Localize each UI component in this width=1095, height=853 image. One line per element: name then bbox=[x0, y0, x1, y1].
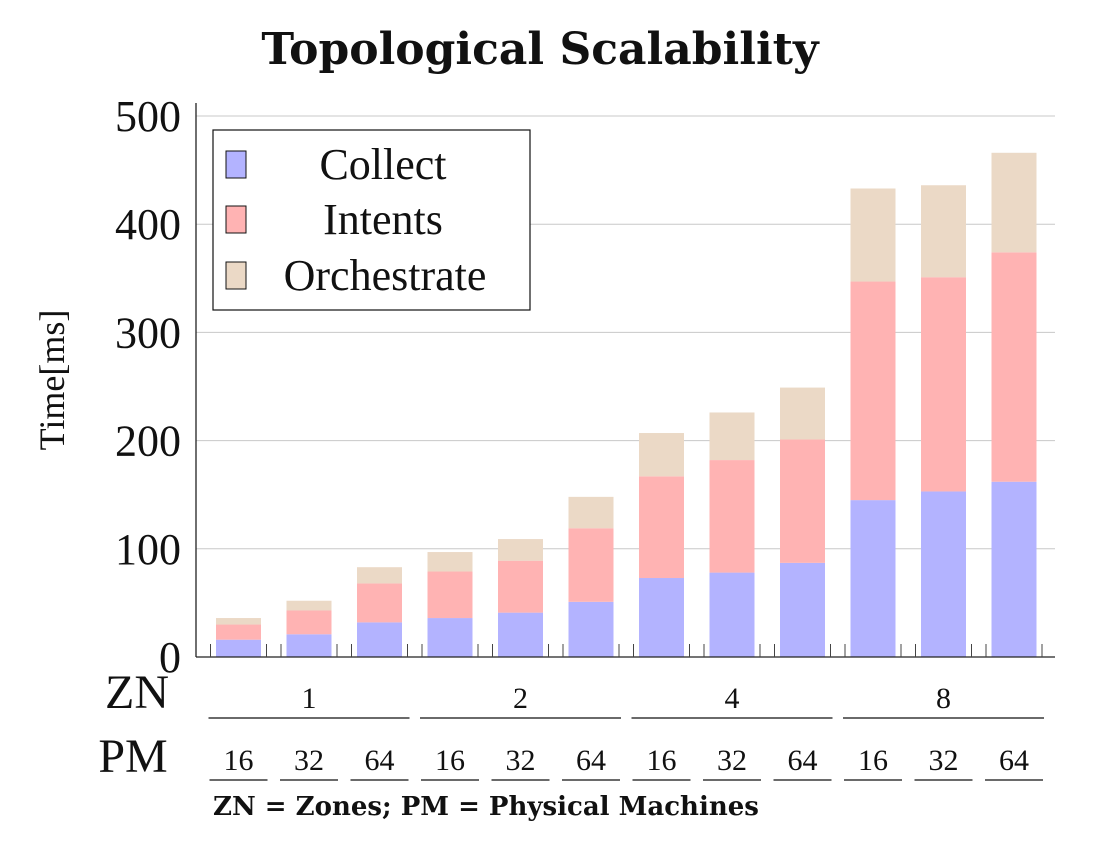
bar-segment-intents bbox=[498, 560, 543, 613]
zn-row-label: ZN bbox=[105, 666, 169, 719]
bar-segment-collect bbox=[709, 572, 755, 657]
bar-segment-intents bbox=[639, 476, 684, 579]
bar-segment-intents bbox=[357, 583, 402, 623]
x-axis-labels: ZN PM 1 2 4 8 16 32 64 16 32 64 16 32 64 16 32 64 bbox=[98, 666, 1044, 783]
bar-segment-collect bbox=[357, 622, 402, 657]
bar-segment-collect bbox=[639, 578, 684, 657]
bar-segment-intents bbox=[216, 624, 261, 640]
bars bbox=[216, 152, 1037, 657]
pm-label: 32 bbox=[294, 744, 324, 777]
bar-segment-intents bbox=[850, 281, 896, 501]
bar-segment-collect bbox=[568, 601, 614, 657]
bar-segment-orchestrate bbox=[991, 152, 1037, 253]
bar-segment-orchestrate bbox=[427, 552, 473, 572]
bar-segment-intents bbox=[921, 277, 966, 492]
bar-segment-collect bbox=[850, 500, 896, 657]
bar-segment-collect bbox=[498, 612, 543, 657]
pm-label: 16 bbox=[647, 744, 677, 777]
pm-label: 32 bbox=[506, 744, 536, 777]
bar-segment-intents bbox=[427, 571, 473, 619]
legend-swatch-intents bbox=[225, 205, 247, 234]
bar-segment-collect bbox=[427, 618, 473, 657]
bar-segment-intents bbox=[568, 528, 614, 602]
pm-label: 64 bbox=[576, 744, 606, 777]
y-tick-label: 200 bbox=[115, 417, 181, 466]
legend-label-collect: Collect bbox=[319, 140, 446, 189]
pm-label: 16 bbox=[858, 744, 888, 777]
bar-segment-collect bbox=[780, 562, 825, 657]
chart-title: Topological Scalability bbox=[261, 24, 820, 75]
y-tick-label: 100 bbox=[115, 525, 181, 574]
y-axis-label: Time[ms] bbox=[32, 310, 72, 451]
y-tick-label: 300 bbox=[115, 308, 181, 357]
legend-box bbox=[212, 129, 531, 311]
bar-segment-orchestrate bbox=[568, 496, 614, 529]
pm-label: 64 bbox=[999, 744, 1029, 777]
bar-segment-orchestrate bbox=[639, 433, 684, 477]
axes: 0 100 200 300 400 500 bbox=[115, 92, 1055, 682]
bar-segment-intents bbox=[286, 610, 332, 635]
pm-label: 64 bbox=[365, 744, 395, 777]
bar-segment-collect bbox=[286, 634, 332, 657]
pm-label: 16 bbox=[224, 744, 254, 777]
bar-segment-orchestrate bbox=[850, 188, 896, 282]
zn-group-label: 1 bbox=[302, 682, 317, 715]
zn-group-label: 2 bbox=[513, 682, 528, 715]
bar-segment-orchestrate bbox=[780, 387, 825, 440]
bar-segment-collect bbox=[921, 491, 966, 657]
bar-segment-orchestrate bbox=[921, 185, 966, 278]
legend: Collect Intents Orchestrate bbox=[212, 129, 531, 311]
pm-label: 64 bbox=[788, 744, 818, 777]
y-tick-label: 0 bbox=[159, 633, 181, 682]
bar-segment-intents bbox=[709, 460, 755, 573]
bar-segment-collect bbox=[991, 481, 1037, 657]
bar-segment-collect bbox=[216, 639, 261, 657]
zn-group-label: 8 bbox=[936, 682, 951, 715]
pm-label: 16 bbox=[435, 744, 465, 777]
bar-segment-intents bbox=[780, 439, 825, 563]
bar-segment-orchestrate bbox=[216, 618, 261, 625]
bar-segment-orchestrate bbox=[709, 412, 755, 461]
zn-group-label: 4 bbox=[725, 682, 740, 715]
bar-segment-orchestrate bbox=[498, 539, 543, 561]
legend-label-orchestrate: Orchestrate bbox=[284, 251, 487, 300]
y-tick-label: 500 bbox=[115, 92, 181, 141]
pm-row-label: PM bbox=[98, 730, 167, 783]
bar-segment-intents bbox=[991, 252, 1037, 482]
pm-label: 32 bbox=[929, 744, 959, 777]
footnote: ZN = Zones; PM = Physical Machines bbox=[213, 792, 759, 822]
pm-label: 32 bbox=[717, 744, 747, 777]
bar-segment-orchestrate bbox=[286, 600, 332, 611]
legend-label-intents: Intents bbox=[323, 195, 443, 244]
y-tick-label: 400 bbox=[115, 200, 181, 249]
legend-swatch-collect bbox=[225, 150, 247, 179]
legend-swatch-orchestrate bbox=[225, 261, 247, 290]
bar-segment-orchestrate bbox=[357, 567, 402, 584]
